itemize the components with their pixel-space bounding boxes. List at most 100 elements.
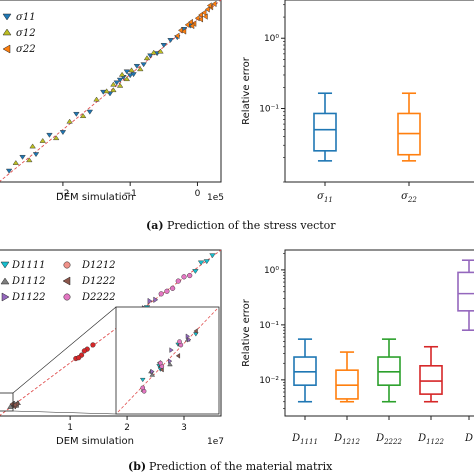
data-point — [116, 82, 124, 88]
y-tick-label: 10⁰ — [264, 34, 279, 44]
data-point — [128, 67, 135, 73]
data-point — [52, 135, 60, 141]
caption-b: (b) Prediction of the material matrix — [128, 460, 333, 473]
box-5 — [457, 259, 474, 331]
data-point — [12, 401, 18, 409]
data-point — [46, 132, 53, 138]
legend: D1111 D1212 D1112 D1222 D1122 D2222 — [0, 260, 115, 303]
data-point — [187, 272, 193, 279]
data-point — [5, 168, 13, 174]
data-point — [66, 118, 73, 124]
zoom-connector-line — [12, 410, 117, 415]
data-point — [194, 14, 200, 22]
triangle-up-marker-icon — [2, 28, 12, 36]
data-point — [158, 291, 164, 297]
data-point — [130, 72, 137, 78]
data-point — [113, 80, 120, 86]
legend-item-s22: σ22 — [2, 44, 36, 55]
data-point — [201, 9, 207, 16]
legend-label: D2222 — [81, 292, 115, 303]
plot-frame — [284, 249, 474, 417]
data-point — [73, 111, 80, 117]
panel-b-scatter: 1 2 3 DEM simulation 1e7 D1111 D1212 D1112… — [0, 249, 224, 447]
data-point — [39, 137, 46, 143]
data-point — [116, 77, 124, 83]
triangle-left-marker-icon — [62, 276, 71, 286]
x-tick-label: −1 — [124, 189, 137, 199]
plot-frame — [0, 0, 222, 183]
inset-data-point — [167, 361, 173, 367]
x-ticks: −2 −1 0 — [56, 182, 201, 199]
legend-item-d2222: D2222 — [63, 292, 115, 303]
data-point — [123, 76, 131, 82]
plot-frame — [0, 249, 222, 417]
legend-label: σ11 — [16, 12, 36, 23]
data-point — [12, 160, 20, 165]
data-point — [123, 69, 131, 75]
legend-label: σ22 — [16, 44, 36, 55]
legend: σ11 σ12 σ22 — [2, 12, 36, 55]
data-point — [211, 0, 217, 8]
circle-marker-icon — [63, 293, 71, 301]
caption-text: Prediction of the stress vector — [167, 219, 336, 232]
x-axis-label: DEM simulation — [56, 436, 134, 447]
data-point — [188, 18, 193, 26]
boxes — [313, 92, 421, 162]
data-point — [140, 62, 147, 68]
legend-item-d1222: D1222 — [62, 276, 115, 287]
x-tick-label: 3 — [181, 423, 187, 433]
y-ticks: 10⁰ 10⁻¹ — [259, 4, 285, 183]
x-tick-label: σ22 — [401, 191, 417, 204]
y-tick-label: 10⁻¹ — [259, 321, 279, 331]
data-point — [79, 113, 87, 119]
box-4 — [419, 345, 443, 403]
data-point — [76, 355, 82, 361]
x-tick-label: σ11 — [317, 191, 333, 204]
x-tick-label: 2 — [124, 423, 130, 433]
inset-data-point — [140, 385, 146, 391]
legend-item-d1122: D1122 — [1, 292, 45, 303]
data-point — [192, 269, 199, 274]
data-point — [198, 16, 204, 23]
inset-data-point — [187, 336, 192, 343]
data-point — [175, 278, 181, 284]
data-point — [32, 152, 40, 158]
inset-data-point — [139, 377, 146, 383]
x-tick-label: 0 — [195, 189, 201, 199]
data-point — [157, 48, 164, 54]
legend-item-s11: σ11 — [2, 12, 36, 23]
x-ticks: 1 2 3 — [67, 416, 187, 433]
legend-item-s12: σ12 — [2, 28, 36, 39]
y-ticks: 10⁰ 10⁻¹ 10⁻² — [259, 252, 285, 409]
y-axis-label: Relative error — [241, 298, 252, 367]
data-point — [202, 13, 208, 20]
panel-b-boxplot: 10⁰ 10⁻¹ 10⁻² D1111 D1212 D2222 D1122 D Relati… — [241, 249, 474, 446]
x-tick-label: D1122 — [417, 433, 444, 446]
y-axis-label: Relative error — [241, 56, 252, 125]
y-tick-label: 10⁻¹ — [259, 105, 279, 115]
data-point — [90, 342, 96, 348]
x-tick-label: D2222 — [375, 433, 402, 446]
legend-label: D1222 — [81, 276, 115, 287]
data-point — [143, 55, 151, 61]
data-point — [206, 2, 212, 9]
inset-data-point — [185, 333, 190, 340]
box-3 — [377, 338, 401, 403]
x-offset-label: 1e7 — [207, 437, 224, 447]
data-point — [203, 259, 210, 265]
inset-data-point — [168, 358, 173, 364]
box-2 — [335, 351, 359, 403]
legend-item-d1111: D1111 — [0, 260, 45, 271]
legend-label: D1111 — [11, 260, 45, 271]
legend-label: D1212 — [81, 260, 115, 271]
legend-label: σ12 — [16, 28, 36, 39]
triangle-down-marker-icon — [0, 261, 10, 269]
data-point — [29, 143, 36, 149]
caption-tag: (a) — [146, 219, 164, 232]
data-point — [103, 88, 110, 94]
zoom-region-box — [0, 392, 14, 412]
data-point — [126, 73, 134, 79]
legend-label: D1112 — [11, 276, 45, 287]
data-point — [147, 297, 153, 305]
x-tick-labels: D1111 D1212 D2222 D1122 D — [291, 416, 473, 446]
